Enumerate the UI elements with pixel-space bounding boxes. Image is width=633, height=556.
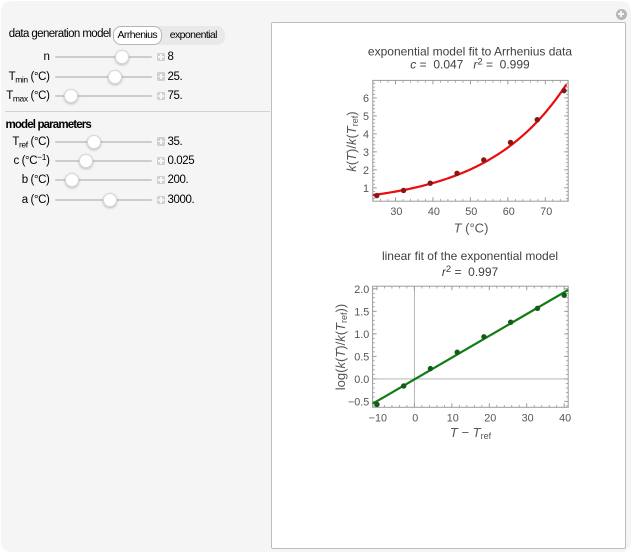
svg-text:6: 6 [363, 93, 369, 105]
svg-text:r2 = 0.997: r2 = 0.997 [442, 264, 499, 279]
svg-text:c = 0.047 r2 = 0.999: c = 0.047 r2 = 0.999 [410, 57, 530, 72]
svg-text:60: 60 [503, 206, 515, 218]
svg-text:1: 1 [363, 183, 369, 195]
svg-text:k(T)/k(Tref): k(T)/k(Tref) [344, 111, 360, 171]
svg-text:4: 4 [363, 129, 369, 141]
svg-text:5: 5 [363, 111, 369, 123]
svg-text:1.5: 1.5 [354, 307, 369, 319]
svg-text:0: 0 [412, 412, 418, 424]
svg-text:20: 20 [484, 412, 496, 424]
svg-text:3: 3 [363, 147, 369, 159]
svg-text:linear fit of the exponential: linear fit of the exponential model [382, 249, 558, 263]
svg-text:log(k(T)/k(Tref)): log(k(T)/k(Tref)) [333, 304, 349, 390]
svg-text:−10: −10 [369, 412, 387, 424]
svg-text:40: 40 [428, 206, 440, 218]
svg-text:0.0: 0.0 [354, 374, 369, 386]
svg-text:exponential model fit to Arrhe: exponential model fit to Arrhenius data [368, 44, 572, 58]
svg-text:−0.5: −0.5 [348, 397, 369, 409]
svg-text:70: 70 [540, 206, 552, 218]
svg-text:30: 30 [390, 206, 402, 218]
svg-text:30: 30 [522, 412, 534, 424]
svg-text:10: 10 [447, 412, 459, 424]
svg-text:50: 50 [465, 206, 477, 218]
svg-text:40: 40 [559, 412, 571, 424]
svg-text:2: 2 [363, 165, 369, 177]
svg-text:T (°C): T (°C) [454, 220, 489, 235]
svg-text:0.5: 0.5 [354, 352, 369, 364]
svg-text:1.0: 1.0 [354, 329, 369, 341]
svg-text:T − Tref: T − Tref [450, 425, 492, 441]
svg-text:2.0: 2.0 [354, 284, 369, 296]
